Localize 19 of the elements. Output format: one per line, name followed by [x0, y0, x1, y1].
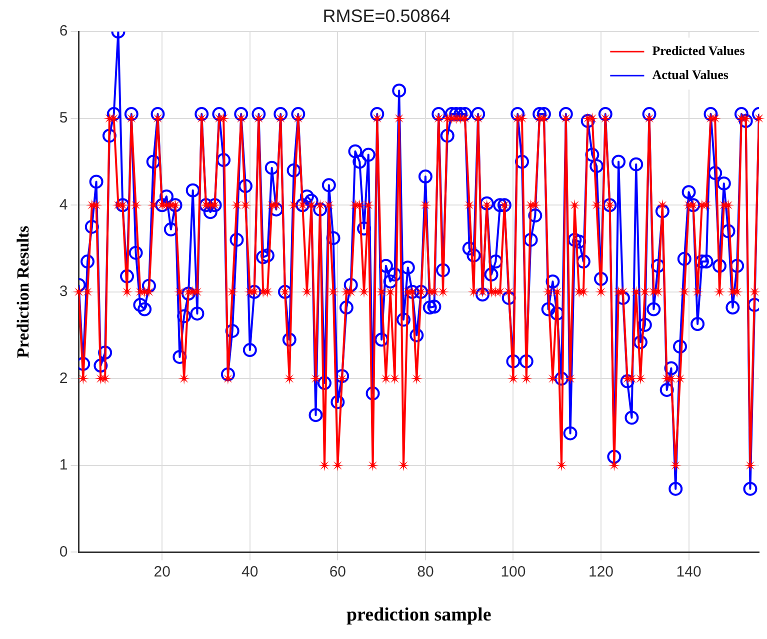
x-tick-label: 60 — [329, 563, 346, 580]
x-axis-title: prediction sample — [346, 604, 492, 626]
y-tick-label: 3 — [59, 283, 68, 300]
y-tick-label: 2 — [59, 370, 68, 387]
y-tick-label: 5 — [59, 110, 68, 127]
legend-label: Actual Values — [652, 66, 728, 82]
legend-label: Predicted Values — [652, 42, 745, 58]
x-tick-label: 80 — [417, 563, 434, 580]
y-axis-title: Prediction Results — [14, 225, 33, 358]
x-tick-label: 40 — [242, 563, 258, 580]
x-tick-label: 120 — [588, 563, 614, 580]
x-tick-label: 140 — [676, 563, 702, 580]
x-tick-label: 20 — [154, 563, 170, 580]
x-tick-label: 100 — [500, 563, 526, 580]
y-tick-label: 6 — [59, 22, 68, 40]
y-tick-label: 4 — [59, 196, 68, 214]
chart-title: RMSE=0.50864 — [322, 6, 450, 26]
y-tick-label: 0 — [59, 543, 68, 560]
y-tick-label: 1 — [59, 456, 68, 474]
